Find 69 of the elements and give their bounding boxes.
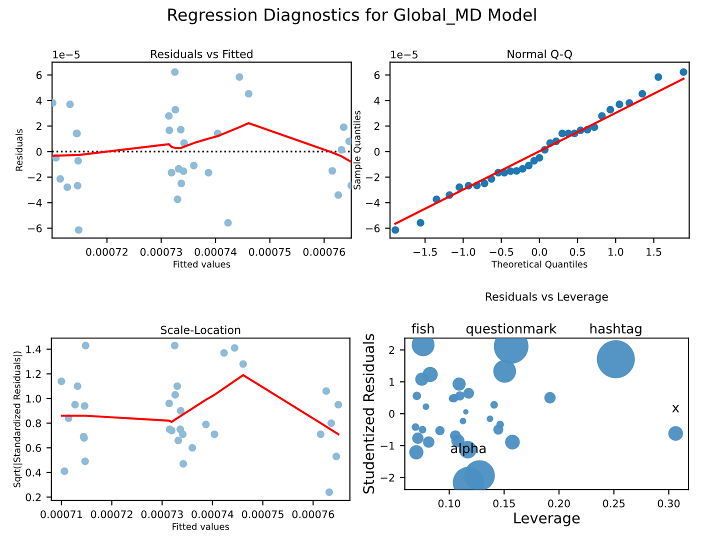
y-axis-title: Sample Quantiles: [353, 110, 362, 190]
x-tick-label: 0.30: [658, 500, 680, 508]
chart-title: Residuals vs Leverage: [486, 292, 608, 303]
x-axis-title: Fitted values: [172, 523, 230, 530]
y-tick-label: −2: [380, 474, 394, 482]
x-tick-label: 0.00072: [90, 510, 132, 518]
x-tick-label: −1.5: [414, 248, 437, 256]
y-tick-label: −2: [28, 173, 42, 182]
y-tick-label: 0: [36, 148, 42, 156]
y-tick-label: 6: [374, 71, 380, 80]
y-tick-label: 0.8: [26, 419, 41, 428]
text: Regression Diagnostics for Global_MD Model: [168, 8, 536, 25]
x-tick-label: 0.00073: [140, 248, 182, 256]
y-tick-label: −4: [366, 199, 380, 207]
y-tick-label: 6: [36, 71, 42, 80]
y-axis-title: Sqrt(|Standardized Residuals|): [13, 351, 22, 488]
x-tick-label: 0.00076: [303, 248, 346, 256]
y-tick-label: 2: [389, 346, 394, 354]
x-tick-label: 0.00073: [141, 510, 183, 518]
x-axis-title: Theoretical Quantiles: [491, 260, 588, 269]
y-tick-label: −1: [380, 442, 394, 450]
x-tick-label: 0.00074: [192, 510, 234, 518]
annotation: alpha: [450, 443, 486, 456]
y-tick-label: 1: [390, 378, 394, 386]
x-tick-label: 1.0: [608, 248, 624, 256]
x-axis-title: Fitted values: [174, 260, 230, 268]
annotation: x: [672, 405, 680, 412]
y-tick-label: 1.0: [26, 394, 41, 403]
x-tick-label: 0.10: [438, 500, 460, 508]
x-tick-label: 0.00074: [194, 248, 236, 256]
text: 1e−5: [53, 50, 80, 58]
x-tick-label: 0.00075: [248, 248, 290, 256]
y-tick-label: 0: [389, 410, 394, 418]
x-axis-title: Leverage: [514, 512, 580, 526]
y-tick-label: 2: [374, 122, 380, 130]
y-tick-label: 2: [36, 122, 42, 130]
x-tick-label: 0.5: [570, 248, 585, 256]
y-tick-label: 0.4: [26, 468, 42, 477]
x-tick-label: 0.25: [602, 500, 625, 508]
y-tick-label: −6: [28, 224, 42, 232]
annotation: hashtag: [590, 323, 642, 336]
x-tick-label: 0.00076: [292, 510, 334, 518]
x-tick-label: −0.5: [490, 248, 514, 256]
x-tick-label: 1.5: [646, 248, 662, 256]
x-tick-label: 0.00071: [40, 510, 82, 518]
y-axis-title: Residuals: [16, 129, 22, 171]
y-tick-label: 4: [374, 96, 380, 104]
y-tick-label: 1.2: [26, 370, 41, 378]
x-tick-label: −1.0: [452, 248, 476, 256]
x-tick-label: 0.20: [548, 500, 570, 508]
x-tick-label: 0.15: [493, 500, 515, 508]
text: 1e−5: [391, 50, 418, 58]
y-tick-label: −6: [366, 224, 380, 232]
annotation: fish: [412, 323, 434, 334]
y-tick-label: 1.4: [26, 346, 42, 354]
chart-title: Normal Q-Q: [508, 50, 572, 60]
y-axis-title: Studentized Residuals: [362, 334, 374, 494]
y-tick-label: 0.2: [26, 493, 41, 502]
y-tick-label: −4: [28, 199, 42, 207]
chart-title: Residuals vs Fitted: [151, 50, 252, 58]
x-tick-label: 0.0: [532, 248, 548, 256]
y-tick-label: 0.6: [26, 444, 42, 452]
x-tick-label: 0.00072: [86, 248, 128, 256]
chart-title: Scale-Location: [160, 326, 240, 334]
y-tick-label: 4: [36, 96, 42, 104]
x-tick-label: 0.00075: [242, 510, 284, 518]
y-tick-label: 0: [374, 148, 380, 156]
annotation: questionmark: [466, 323, 557, 336]
y-tick-label: −2: [366, 173, 380, 182]
